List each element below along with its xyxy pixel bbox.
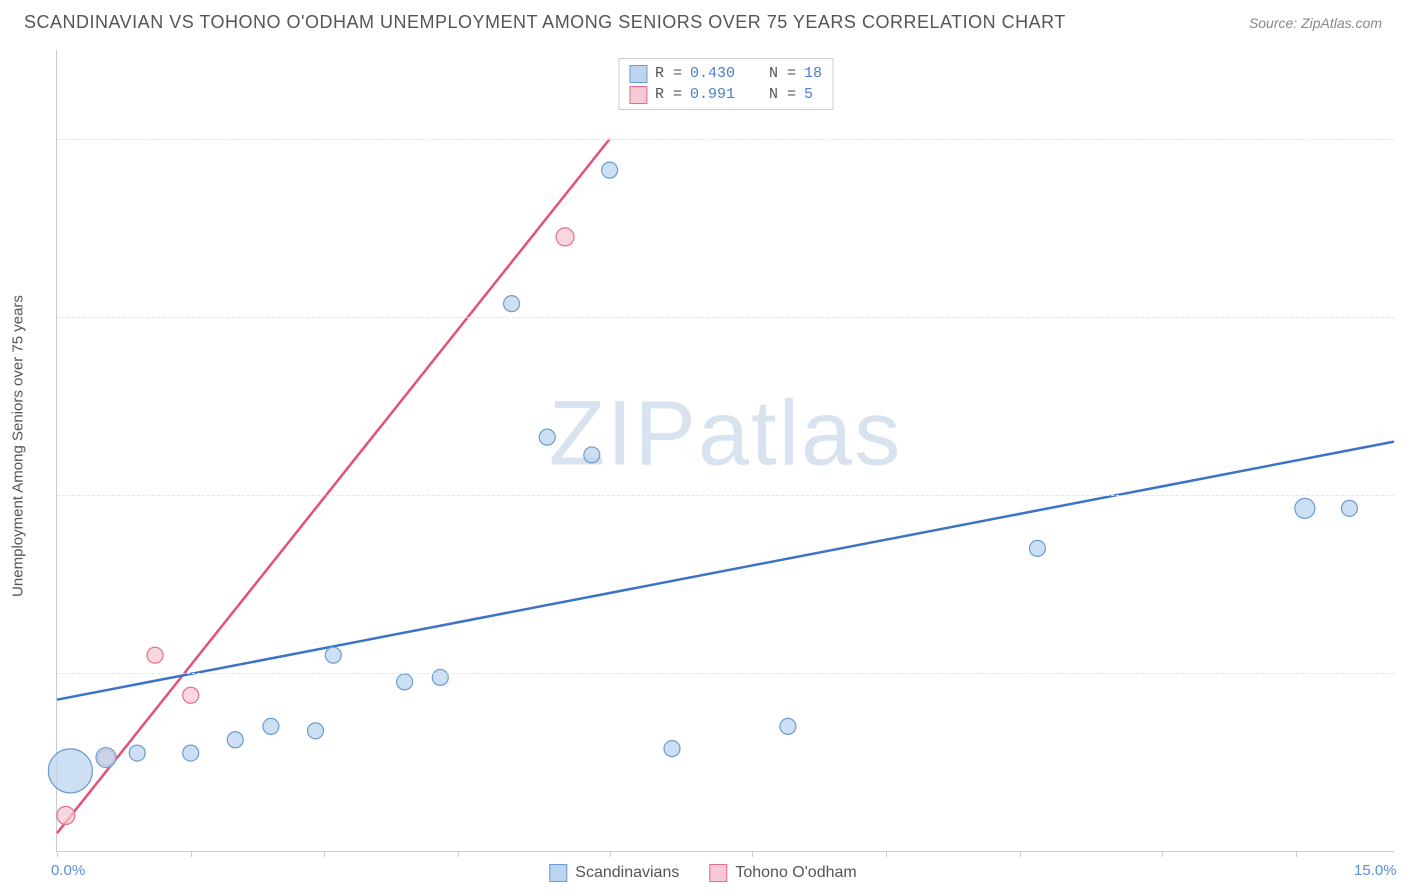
x-tick-mark <box>324 851 325 857</box>
scand-point <box>432 669 448 685</box>
scand-point <box>325 647 341 663</box>
scand-point <box>263 718 279 734</box>
series-legend-label: Scandinavians <box>575 864 679 882</box>
scand-point <box>183 745 199 761</box>
x-tick-mark <box>57 851 58 857</box>
series-legend-item: Tohono O'odham <box>709 864 856 882</box>
x-tick-mark <box>1020 851 1021 857</box>
legend-swatch <box>629 86 647 104</box>
scand-point <box>780 718 796 734</box>
legend-row: R = 0.991 N = 5 <box>629 84 822 105</box>
legend-n-label: N = <box>769 84 796 105</box>
x-tick-mark <box>752 851 753 857</box>
scand-point <box>48 749 92 793</box>
scand-point <box>307 723 323 739</box>
tohono-point <box>57 806 75 824</box>
x-tick-mark <box>610 851 611 857</box>
legend-r-label: R = <box>655 84 682 105</box>
legend-n-value: 18 <box>804 63 822 84</box>
tohono-point <box>183 687 199 703</box>
x-tick-mark <box>458 851 459 857</box>
scand-point <box>1029 540 1045 556</box>
x-tick-mark <box>191 851 192 857</box>
grid-line <box>57 673 1394 674</box>
tohono-point <box>556 228 574 246</box>
scand-point <box>539 429 555 445</box>
series-legend-label: Tohono O'odham <box>735 864 856 882</box>
scand-point <box>227 732 243 748</box>
y-axis-label: Unemployment Among Seniors over 75 years <box>10 295 27 597</box>
legend-r-value: 0.430 <box>690 63 735 84</box>
scand-point <box>129 745 145 761</box>
chart-header: SCANDINAVIAN VS TOHONO O'ODHAM UNEMPLOYM… <box>0 0 1406 41</box>
legend-row: R = 0.430 N = 18 <box>629 63 822 84</box>
scand-point <box>664 741 680 757</box>
legend-swatch <box>549 864 567 882</box>
x-tick-mark <box>1162 851 1163 857</box>
x-tick-label: 15.0% <box>1354 862 1397 879</box>
scand-point <box>397 674 413 690</box>
legend-r-label: R = <box>655 63 682 84</box>
scand-point <box>1295 498 1315 518</box>
grid-line <box>57 139 1394 140</box>
legend-swatch <box>709 864 727 882</box>
legend-n-value: 5 <box>804 84 813 105</box>
chart-title: SCANDINAVIAN VS TOHONO O'ODHAM UNEMPLOYM… <box>24 12 1066 33</box>
scand-point <box>602 162 618 178</box>
legend-n-label: N = <box>769 63 796 84</box>
grid-line <box>57 495 1394 496</box>
legend-swatch <box>629 65 647 83</box>
correlation-legend: R =0.430 N =18R = 0.991 N = 5 <box>618 58 833 110</box>
scand-point <box>1341 500 1357 516</box>
series-legend-item: Scandinavians <box>549 864 679 882</box>
scatter-svg <box>57 50 1394 851</box>
chart-plot-area: ZIPatlas R =0.430 N =18R = 0.991 N = 5 2… <box>56 50 1394 852</box>
tohono-point <box>147 647 163 663</box>
scand-point <box>96 748 116 768</box>
x-tick-label: 0.0% <box>51 862 85 879</box>
x-tick-mark <box>1296 851 1297 857</box>
scand-point <box>584 447 600 463</box>
legend-r-value: 0.991 <box>690 84 735 105</box>
x-tick-mark <box>886 851 887 857</box>
tohono-trend-line <box>57 139 610 833</box>
series-legend: Scandinavians Tohono O'odham <box>549 864 856 882</box>
chart-source: Source: ZipAtlas.com <box>1249 15 1382 31</box>
grid-line <box>57 317 1394 318</box>
scand-trend-line <box>57 442 1394 700</box>
scand-point <box>504 296 520 312</box>
